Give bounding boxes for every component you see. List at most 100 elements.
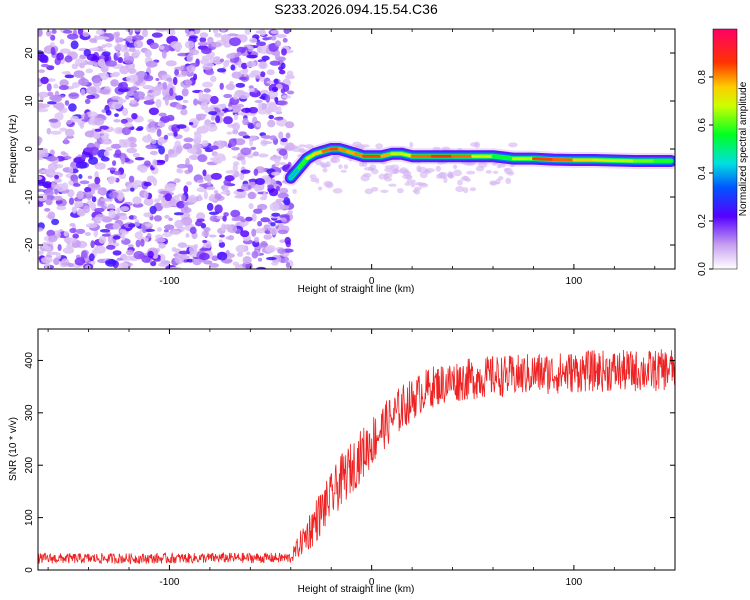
noise-cell	[154, 237, 166, 243]
noise-cell	[133, 29, 142, 32]
noise-cell	[85, 223, 98, 229]
noise-cell	[247, 184, 252, 190]
noise-cell	[132, 180, 143, 185]
noise-cell	[507, 171, 515, 176]
noise-cell	[133, 49, 141, 56]
noise-cell	[68, 103, 77, 112]
noise-cell	[176, 124, 187, 129]
noise-cell	[271, 171, 281, 176]
noise-cell	[268, 90, 279, 98]
noise-cell	[180, 216, 193, 226]
noise-cell	[260, 71, 266, 78]
noise-cell	[210, 172, 222, 180]
noise-cell	[38, 91, 49, 98]
noise-cell	[47, 101, 57, 105]
noise-cell	[60, 151, 66, 156]
noise-cell	[194, 29, 201, 34]
noise-cell	[270, 227, 278, 236]
noise-cell	[51, 218, 60, 226]
noise-cell	[228, 106, 233, 111]
noise-cell	[84, 98, 91, 104]
noise-cell	[277, 248, 286, 255]
noise-cell	[93, 132, 100, 140]
noise-cell	[406, 179, 416, 184]
noise-cell	[58, 85, 69, 91]
colorbar-tick-label: 0.2	[697, 214, 708, 228]
noise-cell	[135, 239, 141, 248]
noise-cell	[149, 205, 157, 215]
noise-cell	[276, 34, 287, 38]
noise-cell	[315, 159, 322, 166]
ridge-core-segment	[400, 152, 414, 158]
noise-cell	[98, 236, 107, 244]
noise-cell	[274, 96, 279, 103]
noise-cell	[258, 153, 269, 158]
noise-cell	[338, 164, 343, 170]
noise-cell	[198, 91, 204, 100]
noise-cell	[285, 132, 291, 139]
noise-cell	[224, 175, 235, 182]
noise-cell	[50, 47, 56, 56]
noise-cell	[106, 244, 116, 250]
noise-cell	[49, 130, 62, 135]
noise-cell	[154, 198, 160, 203]
noise-cell	[220, 29, 226, 32]
noise-cell	[199, 252, 210, 261]
noise-cell	[59, 79, 69, 87]
noise-cell	[268, 188, 279, 197]
noise-cell	[491, 162, 498, 166]
noise-cell	[85, 111, 98, 118]
noise-cell	[201, 47, 212, 55]
noise-cell	[399, 167, 408, 174]
noise-cell	[184, 40, 195, 49]
noise-cell	[173, 212, 184, 216]
noise-cell	[279, 69, 286, 75]
colorbar-tick-label: 0.0	[697, 262, 708, 276]
noise-cell	[201, 230, 210, 237]
noise-cell	[142, 96, 153, 100]
noise-cell	[266, 256, 277, 261]
noise-cell	[114, 149, 122, 158]
figure-title: S233.2026.094.15.54.C36	[274, 1, 438, 17]
noise-cell	[47, 211, 56, 220]
noise-cell	[323, 180, 333, 187]
noise-cell	[185, 157, 190, 167]
noise-cell	[164, 193, 173, 202]
noise-cell	[258, 102, 263, 111]
noise-cell	[157, 122, 166, 128]
noise-cell	[235, 244, 248, 253]
noise-cell	[393, 167, 399, 174]
noise-cell	[137, 126, 144, 131]
noise-cell	[153, 215, 162, 222]
noise-cell	[136, 165, 148, 172]
noise-cell	[270, 155, 282, 159]
noise-cell	[161, 50, 167, 59]
noise-cell	[196, 187, 207, 193]
noise-cell	[51, 95, 63, 103]
noise-cell	[69, 223, 76, 227]
noise-cell	[378, 173, 386, 180]
noise-cell	[50, 34, 56, 41]
noise-cell	[332, 188, 343, 194]
noise-cell	[56, 52, 64, 61]
noise-cell	[260, 196, 266, 201]
noise-cell	[129, 215, 134, 220]
noise-cell	[101, 233, 111, 237]
noise-cell	[220, 103, 227, 108]
noise-cell	[186, 148, 198, 154]
noise-cell	[248, 135, 258, 142]
y-tick-label: -20	[24, 237, 35, 252]
noise-cell	[246, 54, 258, 59]
noise-cell	[64, 55, 73, 63]
noise-cell	[277, 100, 288, 106]
noise-cell	[200, 102, 209, 111]
noise-cell	[142, 225, 147, 234]
noise-cell	[214, 193, 222, 200]
noise-cell	[62, 29, 73, 34]
noise-cell	[68, 92, 80, 100]
noise-cell	[89, 38, 97, 43]
noise-cell	[84, 232, 92, 236]
noise-cell	[242, 117, 249, 126]
noise-cell	[166, 29, 174, 35]
